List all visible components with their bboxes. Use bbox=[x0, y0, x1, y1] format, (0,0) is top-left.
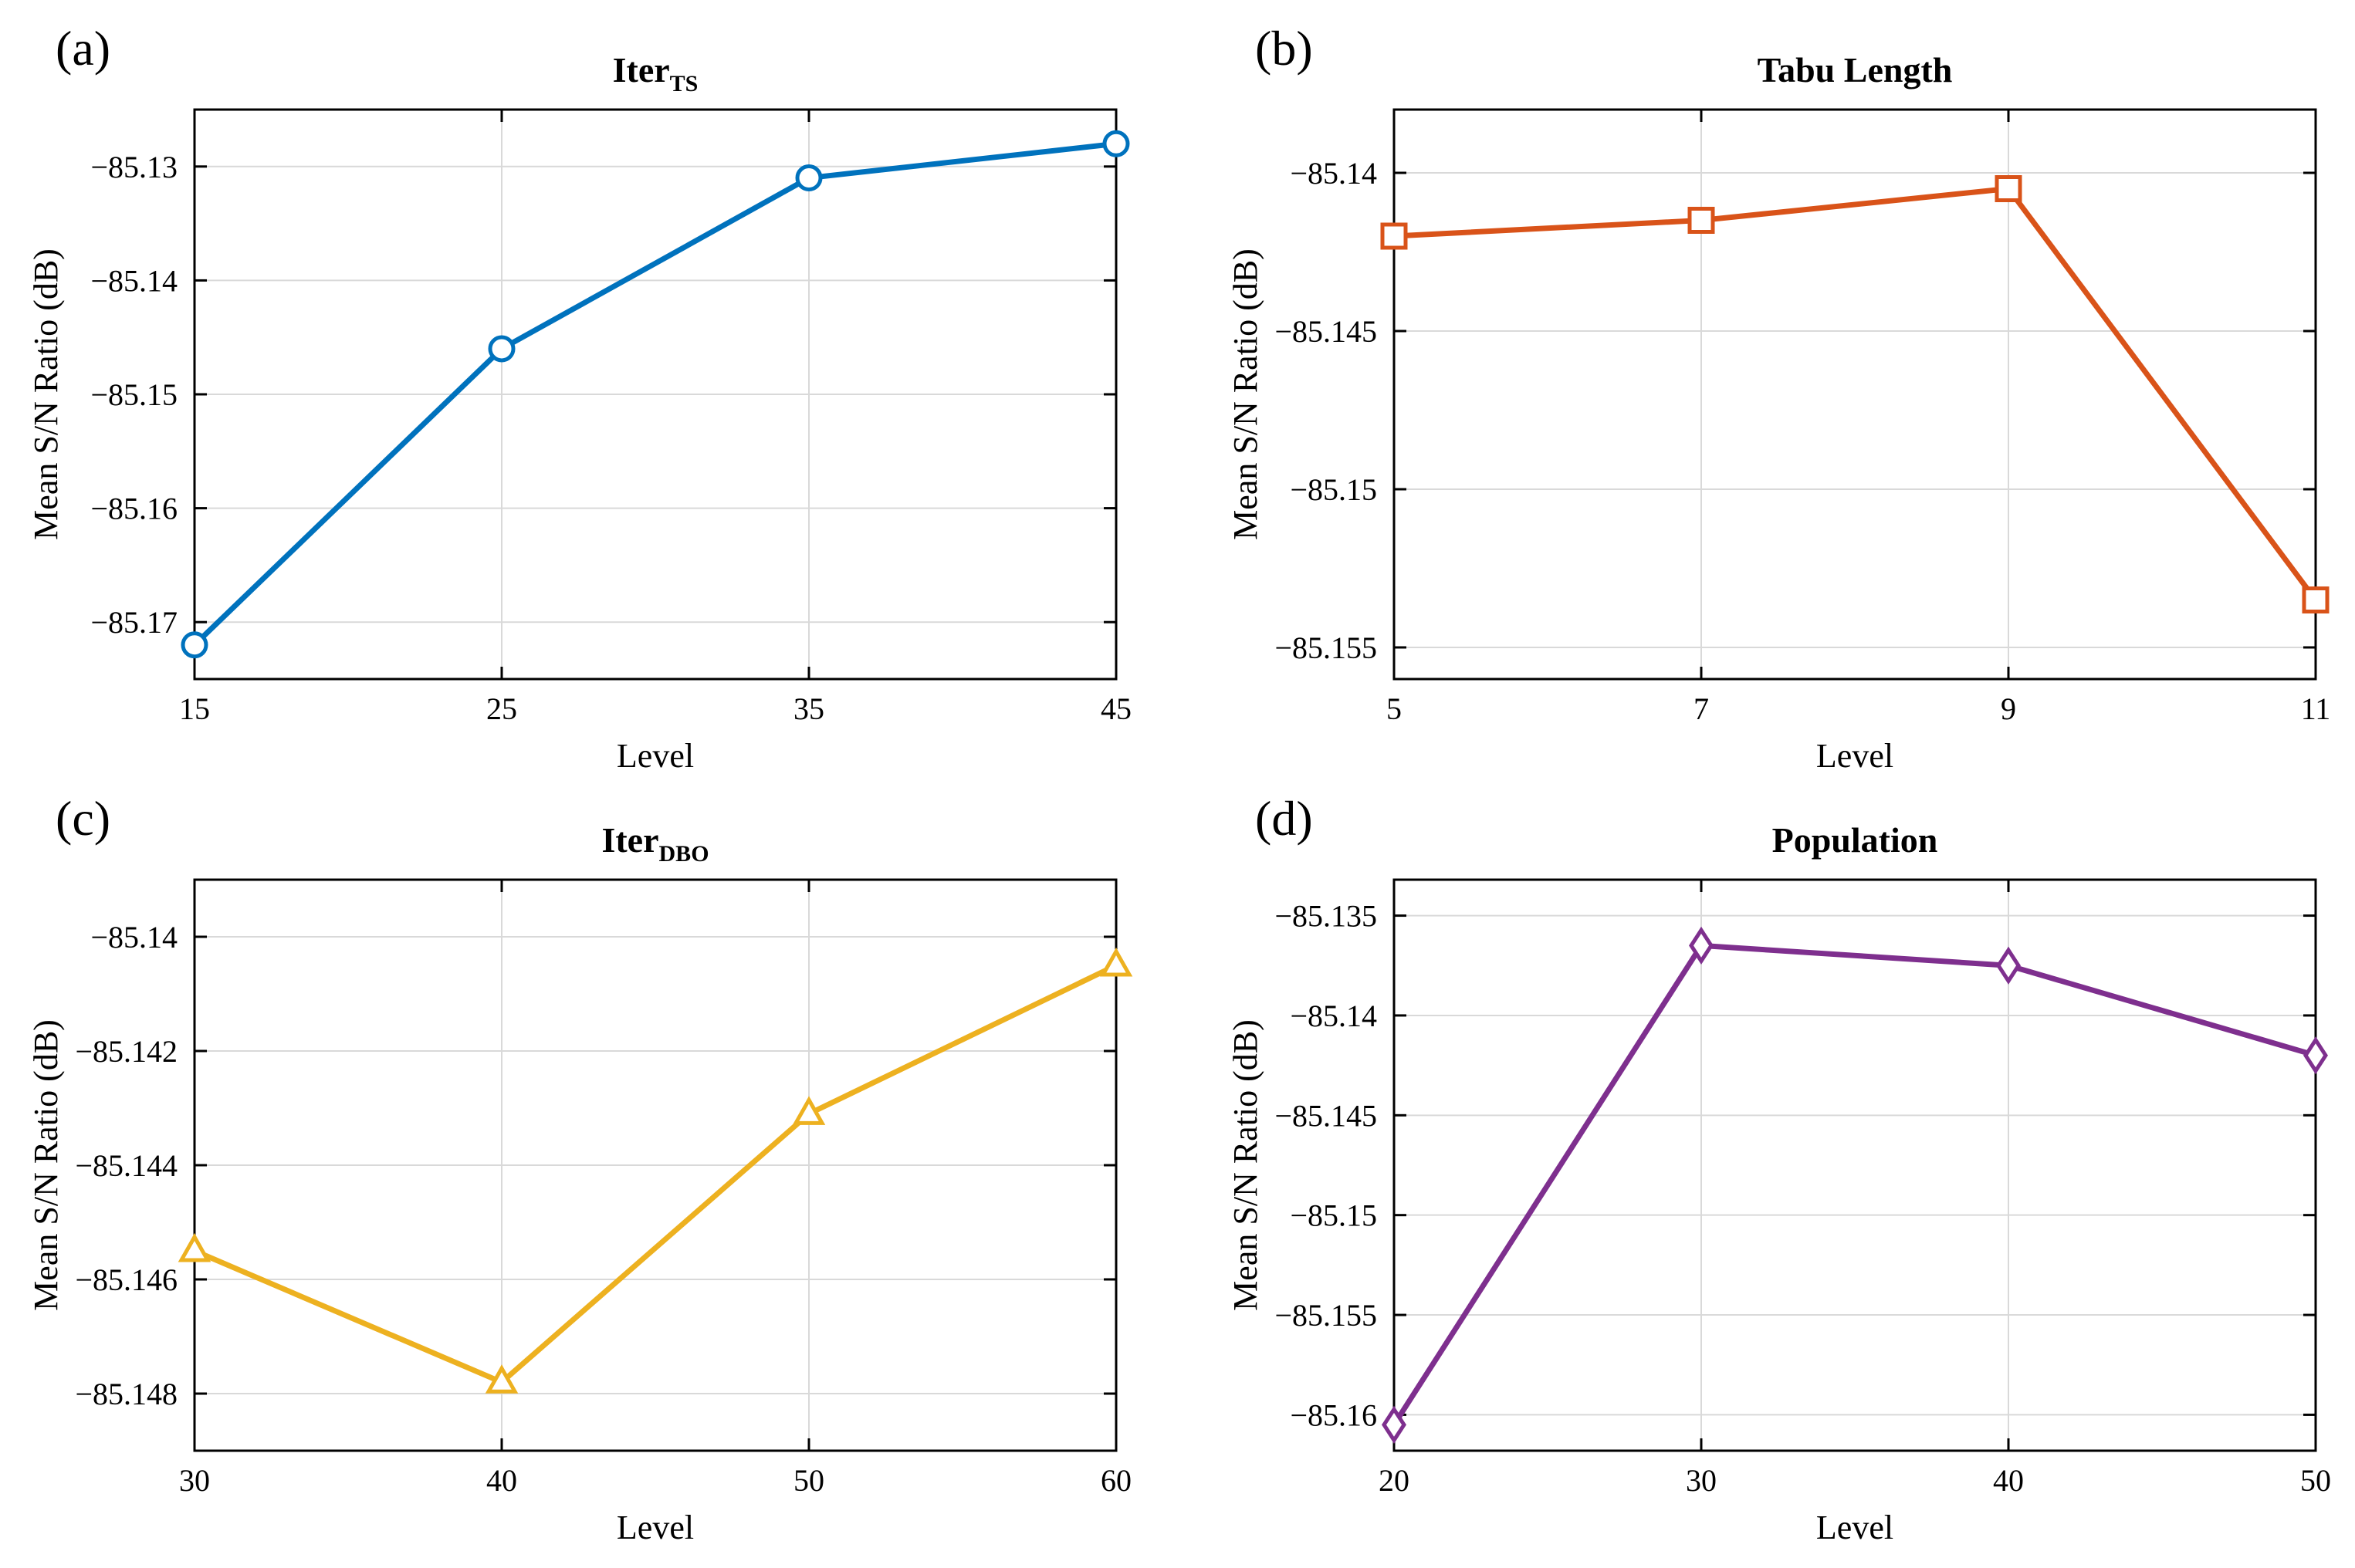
x-tick-label: 40 bbox=[1993, 1463, 2024, 1498]
panel-tag: (b) bbox=[1255, 21, 1313, 76]
chart-panel-3: (c) IterDBO 30 40 50 60 −85.14 −85.142 −85.144 −8… bbox=[27, 791, 1133, 1546]
x-axis-label: Level bbox=[1816, 1509, 1893, 1546]
x-tick-label: 50 bbox=[793, 1463, 824, 1498]
x-tick-label: 20 bbox=[1379, 1463, 1409, 1498]
plot-frame bbox=[193, 108, 1118, 681]
plot-frame bbox=[193, 878, 1118, 1452]
data-point bbox=[1102, 130, 1130, 157]
y-tick-label: −85.17 bbox=[90, 605, 178, 640]
panel-tag: (a) bbox=[56, 21, 110, 76]
y-axis-label: Mean S/N Ratio (dB) bbox=[1227, 1019, 1264, 1311]
chart-title-subscript: TS bbox=[670, 71, 699, 96]
panel-tag: (c) bbox=[56, 791, 110, 846]
data-point bbox=[1996, 946, 2021, 985]
chart-panel-1: (a) IterTS 15 25 35 45 −85.17 −85.16 −85.15 −85.1… bbox=[27, 21, 1132, 775]
chart-title-main: Iter bbox=[601, 820, 658, 860]
x-tick-label: 7 bbox=[1694, 691, 1709, 726]
x-tick-label: 11 bbox=[2301, 691, 2331, 726]
y-tick-label: −85.13 bbox=[90, 150, 178, 184]
chart-panel-4: (d) Population 20 30 40 50 −85.135 −85.14 −85.14… bbox=[1227, 791, 2331, 1546]
y-tick-label: −85.142 bbox=[75, 1034, 178, 1069]
y-tick-label: −85.145 bbox=[1274, 1098, 1377, 1133]
chart-title: IterTS bbox=[613, 50, 699, 96]
x-tick-label: 30 bbox=[179, 1463, 210, 1498]
data-point bbox=[1687, 207, 1715, 234]
panel-tag: (d) bbox=[1255, 791, 1313, 846]
y-tick-label: −85.14 bbox=[1290, 156, 1377, 191]
y-tick-label: −85.148 bbox=[75, 1377, 178, 1411]
y-tick-label: −85.16 bbox=[1290, 1397, 1377, 1432]
x-tick-label: 9 bbox=[2001, 691, 2016, 726]
y-tick-label: −85.15 bbox=[90, 377, 178, 412]
data-point bbox=[485, 1364, 519, 1394]
chart-panel-2: (b) Tabu Length 5 7 9 11 −85.14 −85.145 −85.15 −8… bbox=[1227, 21, 2330, 775]
data-point bbox=[1689, 926, 1714, 965]
y-axis-label: Mean S/N Ratio (dB) bbox=[1227, 248, 1264, 540]
x-tick-label: 25 bbox=[486, 691, 517, 726]
series-line bbox=[192, 140, 1117, 647]
chart-title: Population bbox=[1772, 820, 1938, 860]
plot-frame bbox=[1392, 878, 2317, 1452]
x-tick-label: 45 bbox=[1101, 691, 1132, 726]
y-axis-label: Mean S/N Ratio (dB) bbox=[27, 1019, 65, 1311]
data-point bbox=[795, 164, 823, 192]
x-axis-label: Level bbox=[1816, 737, 1893, 775]
chart-title-main: Tabu Length bbox=[1758, 50, 1953, 90]
x-tick-label: 15 bbox=[179, 691, 210, 726]
chart-title: IterDBO bbox=[601, 820, 709, 867]
x-tick-label: 50 bbox=[2300, 1463, 2331, 1498]
series-line bbox=[193, 962, 1118, 1385]
y-tick-label: −85.14 bbox=[90, 920, 178, 955]
y-tick-label: −85.155 bbox=[1274, 630, 1377, 665]
y-tick-label: −85.14 bbox=[1290, 999, 1377, 1033]
x-tick-label: 5 bbox=[1386, 691, 1402, 726]
y-tick-label: −85.135 bbox=[1274, 899, 1377, 934]
x-axis-label: Level bbox=[617, 737, 694, 775]
y-tick-label: −85.145 bbox=[1274, 314, 1377, 349]
data-point bbox=[792, 1096, 826, 1125]
data-point bbox=[1099, 947, 1133, 977]
data-point bbox=[178, 1232, 211, 1262]
chart-title: Tabu Length bbox=[1758, 50, 1953, 90]
x-tick-label: 40 bbox=[486, 1463, 517, 1498]
chart-title-subscript: DBO bbox=[659, 841, 709, 867]
data-point bbox=[1380, 222, 1408, 250]
chart-title-main: Iter bbox=[613, 50, 670, 90]
x-axis-label: Level bbox=[617, 1509, 694, 1546]
chart-title-main: Population bbox=[1772, 820, 1938, 860]
y-tick-label: −85.15 bbox=[1290, 1198, 1377, 1233]
data-point bbox=[2302, 586, 2330, 613]
x-tick-label: 30 bbox=[1686, 1463, 1717, 1498]
series-line bbox=[1393, 186, 2318, 602]
y-tick-label: −85.144 bbox=[75, 1148, 178, 1183]
y-axis-label: Mean S/N Ratio (dB) bbox=[27, 248, 65, 540]
data-point bbox=[488, 335, 516, 363]
data-point bbox=[2303, 1036, 2328, 1075]
data-point bbox=[1382, 1405, 1406, 1444]
data-point bbox=[1995, 175, 2022, 202]
y-tick-label: −85.16 bbox=[90, 492, 178, 526]
x-tick-label: 60 bbox=[1101, 1463, 1132, 1498]
x-tick-label: 35 bbox=[793, 691, 824, 726]
y-tick-label: −85.15 bbox=[1290, 472, 1377, 507]
plot-frame bbox=[1392, 108, 2317, 681]
y-tick-label: −85.155 bbox=[1274, 1298, 1377, 1333]
series-line bbox=[1392, 942, 2316, 1427]
data-point bbox=[181, 631, 208, 659]
y-tick-label: −85.146 bbox=[75, 1262, 178, 1297]
y-tick-label: −85.14 bbox=[90, 263, 178, 298]
